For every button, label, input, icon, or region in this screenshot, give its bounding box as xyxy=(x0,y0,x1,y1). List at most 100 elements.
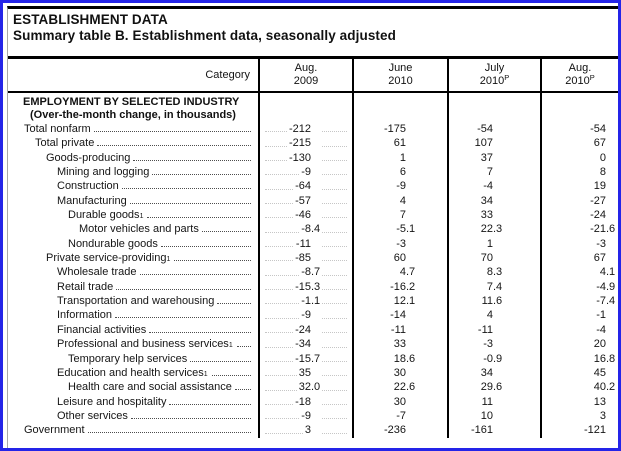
value-cell: -1.1 xyxy=(258,294,352,309)
value-cell: 4 xyxy=(447,308,540,323)
value: -64 xyxy=(293,179,322,194)
dot-leader xyxy=(149,331,251,333)
row-label: Retail trade xyxy=(57,280,114,293)
value: -7 xyxy=(394,408,417,424)
value: -8.4 xyxy=(299,222,322,237)
row-label: Health care and social assistance xyxy=(68,381,232,394)
dot-leader xyxy=(160,245,251,247)
value-cell: -16.2 xyxy=(352,279,447,295)
value: 32.0 xyxy=(296,380,322,395)
value: 34 xyxy=(478,365,504,381)
value: -7.4 xyxy=(594,294,617,309)
column-header-aug-2009: Aug. 2009 xyxy=(258,59,352,91)
category-cell: Other services xyxy=(8,409,258,423)
value: -0.9 xyxy=(481,351,504,366)
value: 3 xyxy=(597,408,617,424)
value: 30 xyxy=(391,394,417,409)
value: 13 xyxy=(591,394,617,409)
category-cell: Education and health services 1 xyxy=(8,366,258,380)
dot-leader xyxy=(121,188,251,190)
column-header-june-2010: June 2010 xyxy=(352,59,447,91)
column-header-month: Aug. xyxy=(568,62,592,74)
table-row: Temporary help services -15.7 18.6 -0.9 … xyxy=(8,351,618,366)
dot-leader xyxy=(174,260,251,262)
table-row: Leisure and hospitality -18 30 11 13 xyxy=(8,394,618,409)
category-cell: Retail trade xyxy=(8,280,258,294)
value-cell: -46 xyxy=(258,208,352,223)
empty-cell xyxy=(447,93,540,122)
dot-leader xyxy=(236,346,251,348)
value-cell: -161 xyxy=(447,423,540,438)
value: -9 xyxy=(394,179,417,194)
value: 61 xyxy=(391,136,417,151)
value-cell: 18.6 xyxy=(352,351,447,366)
value: -54 xyxy=(475,122,504,137)
column-header-year: 2010P xyxy=(479,73,510,87)
value-cell: 70 xyxy=(447,251,540,266)
table-row: Goods-producing -130 1 37 0 xyxy=(8,150,618,166)
value: 60 xyxy=(391,251,417,266)
column-header-year: 2010P xyxy=(565,73,595,87)
value-cell: 6 xyxy=(352,165,447,180)
value-cell: -11 xyxy=(447,322,540,338)
value: 8.3 xyxy=(484,265,504,280)
dot-leader xyxy=(93,131,251,132)
value-cell: 3 xyxy=(258,423,352,438)
table-row: Private service-providing 1 -85 60 70 67 xyxy=(8,251,618,266)
value: -11 xyxy=(293,236,322,252)
value-cell: -9 xyxy=(258,165,352,180)
value: 19 xyxy=(591,179,617,194)
value: 34 xyxy=(478,193,504,209)
row-label: Construction xyxy=(57,180,119,193)
row-label: Education and health services xyxy=(57,366,204,379)
value-cell: -34 xyxy=(258,337,352,352)
value-cell: 34 xyxy=(447,365,540,381)
table-row: Education and health services 1 35 30 34 … xyxy=(8,365,618,381)
value-cell: 4.7 xyxy=(352,265,447,280)
value: -15.7 xyxy=(293,351,322,366)
dot-leader xyxy=(201,231,251,233)
value: 29.6 xyxy=(478,380,504,395)
row-label: Wholesale trade xyxy=(57,266,137,279)
table-row: Durable goods 1 -46 7 33 -24 xyxy=(8,208,618,223)
category-cell: Leisure and hospitality xyxy=(8,395,258,409)
value: 7.4 xyxy=(484,279,504,295)
value: -18 xyxy=(293,394,322,409)
value: 3 xyxy=(302,423,322,438)
value-cell: 33 xyxy=(447,208,540,223)
value-cell: 60 xyxy=(352,251,447,266)
value-cell: -21.6 xyxy=(540,222,618,237)
column-header-year: 2010 xyxy=(388,75,413,87)
value: 16.8 xyxy=(591,351,617,366)
dot-leader xyxy=(190,360,251,362)
value-cell: 1 xyxy=(352,150,447,166)
empty-cell xyxy=(258,93,352,122)
value: -215 xyxy=(286,136,322,151)
value-cell: -121 xyxy=(540,423,618,438)
value-cell: -8.7 xyxy=(258,265,352,280)
value: 1 xyxy=(484,236,504,252)
value: -11 xyxy=(475,322,504,338)
table-row: Nondurable goods -11 -3 1 -3 xyxy=(8,236,618,252)
table-header-row: Category Aug. 2009 June 2010 July 2010P … xyxy=(8,59,618,93)
table-row: Motor vehicles and parts -8.4 -5.1 22.3 … xyxy=(8,222,618,237)
value: 6 xyxy=(397,165,417,180)
value: -21.6 xyxy=(588,222,617,237)
value: 37 xyxy=(478,150,504,166)
dot-leader xyxy=(130,417,251,419)
value-cell: -9 xyxy=(258,308,352,323)
value-cell: 12.1 xyxy=(352,294,447,309)
row-label: Total private xyxy=(35,137,95,150)
value-cell: 22.3 xyxy=(447,222,540,237)
value-cell: -15.7 xyxy=(258,351,352,366)
value: 7 xyxy=(397,208,417,223)
value-cell: -54 xyxy=(447,122,540,137)
preliminary-superscript: P xyxy=(504,73,510,82)
value: 12.1 xyxy=(391,294,417,309)
column-header-month: July xyxy=(484,62,505,74)
value-cell: -3 xyxy=(540,236,618,252)
value-cell: 33 xyxy=(352,337,447,352)
value-cell: -175 xyxy=(352,122,447,137)
value: -9 xyxy=(299,308,322,323)
